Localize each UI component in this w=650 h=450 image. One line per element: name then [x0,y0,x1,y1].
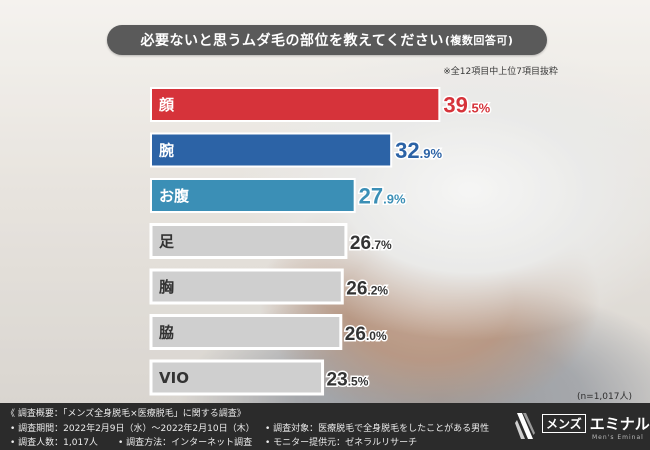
logo-tagline: Men's Eminal [592,434,644,441]
bar [150,87,441,122]
chart-title-main: 必要ないと思うムダ毛の部位を教えてください [140,33,444,49]
value-label: 27.9% [359,184,406,209]
value-label: 26.7% [350,233,392,254]
category-label: 足 [159,233,175,251]
survey-target: • 調査対象：医療脱毛で全身脱毛をしたことがある男性 [265,424,490,434]
bar-group: VIO 23.5% [149,359,370,396]
bar-chart: 顔 39.5% 腕 32.9% お腹 27.9% 足 26.7% 胸 26.2% 脇 26.0% VIO… [149,87,492,396]
sample-size-note: (n=1,017人) [576,392,632,402]
survey-period: • 調査期間：2022年2月9日（水）～2022年2月10日（木） [10,424,255,434]
value-label: 23.5% [327,370,369,391]
survey-provider: • モニター提供元：ゼネラルリサーチ [265,438,418,448]
value-label: 26.2% [346,279,388,300]
footer: 《 調査概要：「メンズ全身脱毛×医療脱毛」に関する調査》 • 調査期間：2022… [0,403,650,450]
category-label: 脇 [159,324,174,342]
bar [150,178,356,213]
brand-logo: メンズ エミナル Men's Eminal [514,409,650,445]
bar-group: 胸 26.2% [149,268,390,305]
bar-group: 足 26.7% [149,223,394,259]
logo-wordmark: メンズ エミナル [542,413,650,434]
value-label: 26.0% [345,324,387,345]
bar [150,132,393,168]
category-label: お腹 [159,187,190,205]
value-label: 39.5% [443,93,490,118]
category-label: 腕 [159,142,174,160]
logo-name: エミナル [589,415,650,433]
value-label: 32.9% [395,138,442,163]
survey-method: • 調査方法：インターネット調査 [118,438,253,448]
chart-title-sub: (複数回答可) [444,34,514,47]
bar [149,223,348,259]
chart-title: 必要ないと思うムダ毛の部位を教えてください (複数回答可) [107,25,547,55]
category-label: VIO [159,369,189,387]
logo-mark-icon [515,413,535,439]
survey-title: 《 調査概要：「メンズ全身脱毛×医療脱毛」に関する調査》 [6,409,246,419]
bar [149,359,325,396]
bar-group: 顔 39.5% [150,87,492,122]
bar-group: 脇 26.0% [149,314,388,350]
excerpt-note: ※全12項目中上位7項目抜粋 [443,67,558,77]
logo-boxed-text: メンズ [542,414,586,433]
bar [149,314,343,350]
survey-count: • 調査人数：1,017人 [10,438,98,448]
category-label: 顔 [158,96,175,114]
bar [149,268,344,305]
bar-group: 腕 32.9% [150,132,444,168]
bar-group: お腹 27.9% [150,178,407,213]
category-label: 胸 [159,278,174,296]
